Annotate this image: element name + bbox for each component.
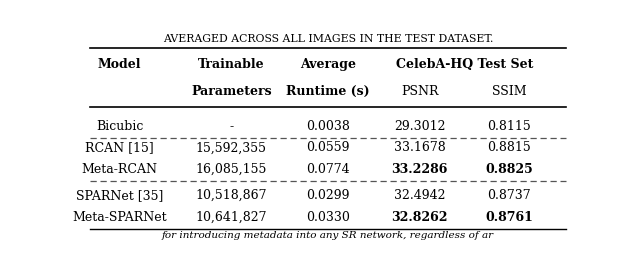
Text: -: - bbox=[229, 120, 234, 133]
Text: AVERAGED ACROSS ALL IMAGES IN THE TEST DATASET.: AVERAGED ACROSS ALL IMAGES IN THE TEST D… bbox=[163, 34, 493, 44]
Text: 0.0038: 0.0038 bbox=[306, 120, 350, 133]
Text: 15,592,355: 15,592,355 bbox=[196, 141, 267, 154]
Text: 29.3012: 29.3012 bbox=[394, 120, 445, 133]
Text: 0.8815: 0.8815 bbox=[487, 141, 531, 154]
Text: RCAN [15]: RCAN [15] bbox=[85, 141, 154, 154]
Text: Average: Average bbox=[300, 58, 356, 71]
Text: Model: Model bbox=[98, 58, 141, 71]
Text: 0.0330: 0.0330 bbox=[306, 211, 350, 224]
Text: CelebA-HQ Test Set: CelebA-HQ Test Set bbox=[396, 58, 533, 71]
Text: Runtime (s): Runtime (s) bbox=[286, 85, 370, 98]
Text: 10,641,827: 10,641,827 bbox=[196, 211, 267, 224]
Text: SPARNet [35]: SPARNet [35] bbox=[76, 189, 163, 202]
Text: 33.1678: 33.1678 bbox=[394, 141, 445, 154]
Text: Meta-RCAN: Meta-RCAN bbox=[82, 163, 157, 176]
Text: PSNR: PSNR bbox=[401, 85, 438, 98]
Text: 33.2286: 33.2286 bbox=[392, 163, 448, 176]
Text: 0.0774: 0.0774 bbox=[306, 163, 350, 176]
Text: 0.8825: 0.8825 bbox=[485, 163, 533, 176]
Text: Trainable: Trainable bbox=[198, 58, 264, 71]
Text: SSIM: SSIM bbox=[492, 85, 526, 98]
Text: 16,085,155: 16,085,155 bbox=[196, 163, 267, 176]
Text: Parameters: Parameters bbox=[191, 85, 271, 98]
Text: 0.8761: 0.8761 bbox=[485, 211, 533, 224]
Text: Bicubic: Bicubic bbox=[96, 120, 143, 133]
Text: 32.8262: 32.8262 bbox=[392, 211, 448, 224]
Text: for introducing metadata into any SR network, regardless of ar: for introducing metadata into any SR net… bbox=[162, 231, 494, 240]
Text: 0.0559: 0.0559 bbox=[307, 141, 349, 154]
Text: 0.8737: 0.8737 bbox=[487, 189, 531, 202]
Text: Meta-SPARNet: Meta-SPARNet bbox=[72, 211, 167, 224]
Text: 0.0299: 0.0299 bbox=[307, 189, 349, 202]
Text: 10,518,867: 10,518,867 bbox=[196, 189, 267, 202]
Text: 32.4942: 32.4942 bbox=[394, 189, 445, 202]
Text: 0.8115: 0.8115 bbox=[487, 120, 531, 133]
